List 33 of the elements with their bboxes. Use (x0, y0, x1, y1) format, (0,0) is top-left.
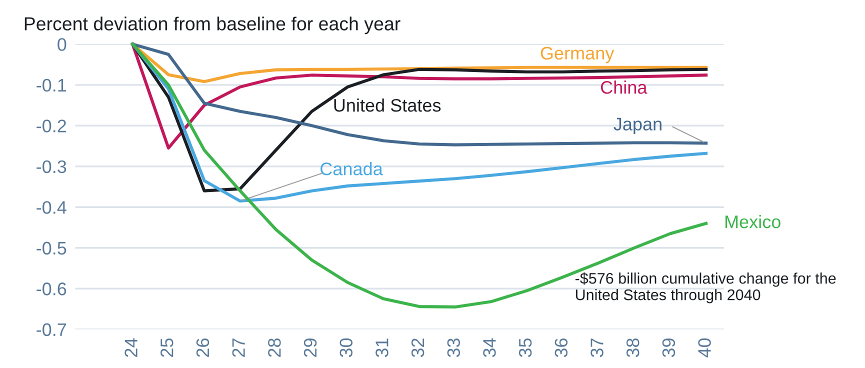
x-tick-label: 31 (376, 338, 388, 358)
y-tick-label: -0.3 (36, 160, 66, 174)
x-tick-label: 25 (160, 338, 174, 357)
y-tick-label: -0.1 (36, 78, 66, 92)
x-tick-label: 39 (662, 338, 676, 358)
x-tick-label: 40 (698, 338, 711, 358)
series-label: United States (334, 98, 441, 112)
x-tick-label: 24 (124, 338, 138, 357)
x-tick-label: 35 (518, 338, 532, 358)
x-tick-label: 30 (340, 338, 353, 358)
x-tick-label: 38 (626, 338, 640, 358)
x-tick-label: 32 (411, 338, 424, 358)
x-tick-label: 33 (447, 338, 460, 358)
y-tick-label: -0.4 (36, 201, 66, 214)
x-tick-label: 28 (268, 338, 281, 357)
y-tick-label: -0.2 (36, 120, 66, 132)
x-tick-label: 29 (304, 338, 317, 357)
series-label: Japan (614, 118, 662, 134)
y-tick-label: -0.6 (36, 282, 66, 296)
x-tick-label: 26 (196, 338, 210, 357)
x-tick-label: 27 (232, 338, 245, 357)
annotation: -$576 billion cumulative change for the United States through 2040 (575, 272, 836, 304)
series-label: China (600, 80, 648, 94)
chart-title: Percent deviation from baseline for each year (24, 16, 400, 34)
series-label: Germany (540, 46, 614, 64)
y-tick-label: 0 (58, 38, 66, 51)
y-tick-label: -0.7 (36, 323, 66, 336)
x-tick-label: 34 (483, 338, 496, 358)
x-tick-label: 36 (554, 338, 568, 358)
y-tick-label: -0.5 (36, 242, 66, 255)
series-label: Mexico (725, 215, 780, 228)
x-tick-label: 37 (590, 338, 604, 358)
series-label: Canada (320, 162, 383, 176)
